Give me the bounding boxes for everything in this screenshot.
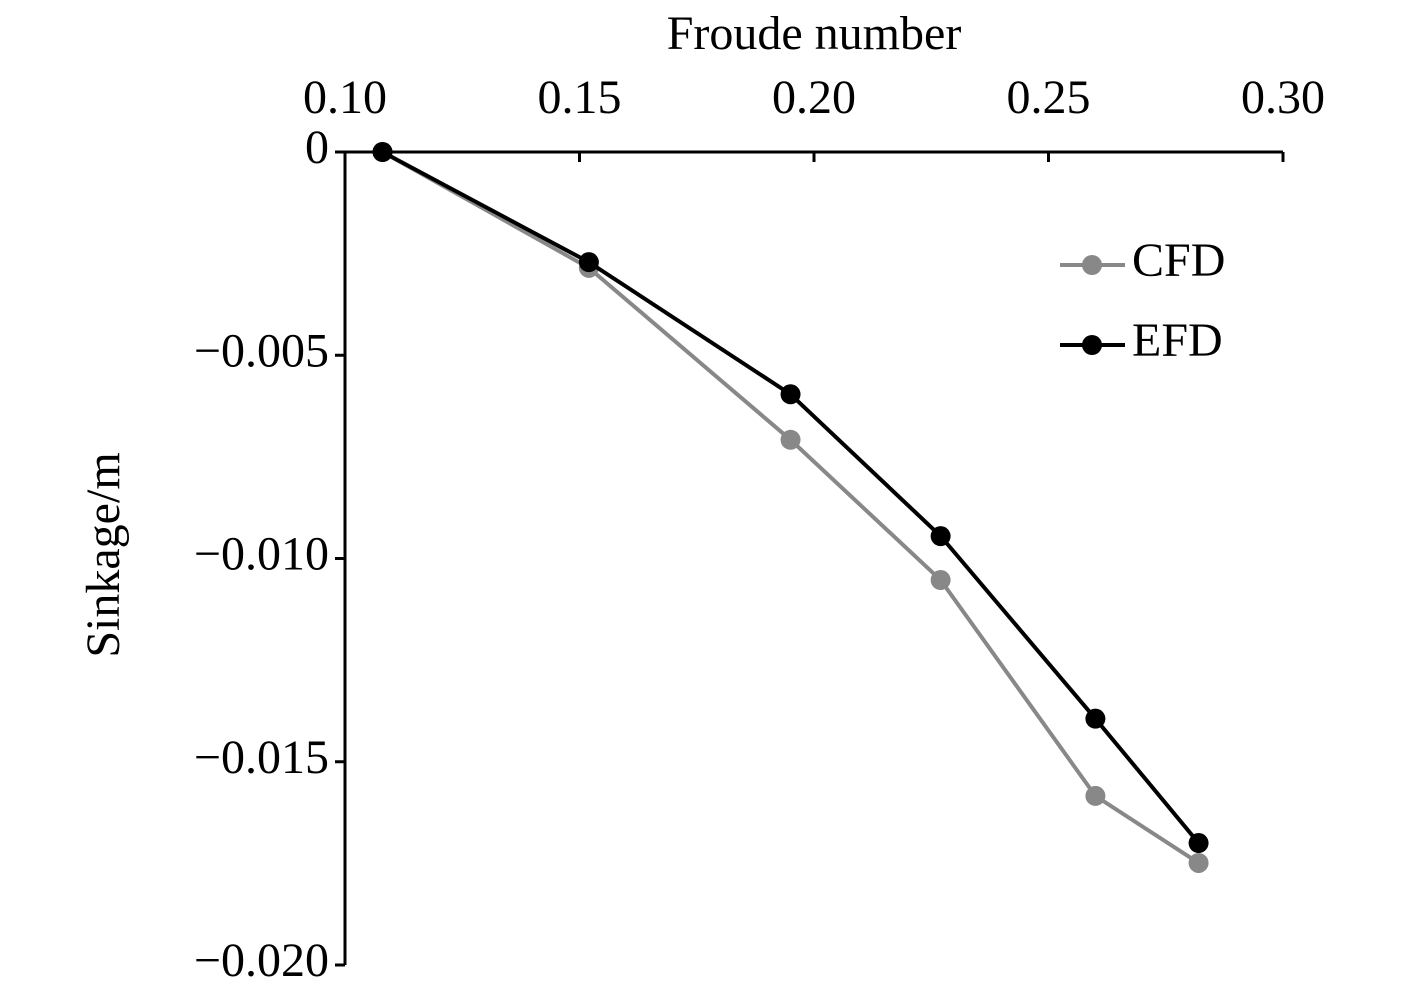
- y-tick-label: −0.010: [194, 528, 329, 581]
- y-tick-label: −0.005: [194, 324, 329, 377]
- x-tick-label: 0.30: [1241, 71, 1325, 124]
- data-point: [930, 570, 951, 591]
- x-tick-label: 0.25: [1007, 71, 1091, 124]
- x-axis-title: Froude number: [667, 7, 962, 60]
- legend-marker: [1082, 255, 1102, 275]
- y-axis-title: Sinkage/m: [77, 452, 130, 657]
- data-point: [1188, 833, 1209, 854]
- legend-marker: [1082, 335, 1102, 355]
- data-point: [930, 526, 951, 547]
- data-point: [578, 252, 599, 273]
- x-tick-label: 0.15: [538, 71, 622, 124]
- data-point: [1085, 785, 1106, 806]
- data-point: [780, 384, 801, 405]
- series-line: [381, 150, 1200, 865]
- legend-label: EFD: [1132, 314, 1223, 367]
- x-tick-label: 0.10: [303, 71, 387, 124]
- data-point: [1085, 708, 1106, 729]
- x-tick-label: 0.20: [772, 71, 856, 124]
- y-tick-label: 0: [305, 121, 329, 174]
- legend-label: CFD: [1132, 234, 1225, 287]
- data-point: [780, 429, 801, 450]
- data-point: [1188, 852, 1209, 873]
- series-line: [381, 150, 1201, 845]
- y-tick-label: −0.015: [194, 731, 329, 784]
- data-point: [372, 142, 393, 162]
- y-tick-label: −0.020: [194, 934, 329, 987]
